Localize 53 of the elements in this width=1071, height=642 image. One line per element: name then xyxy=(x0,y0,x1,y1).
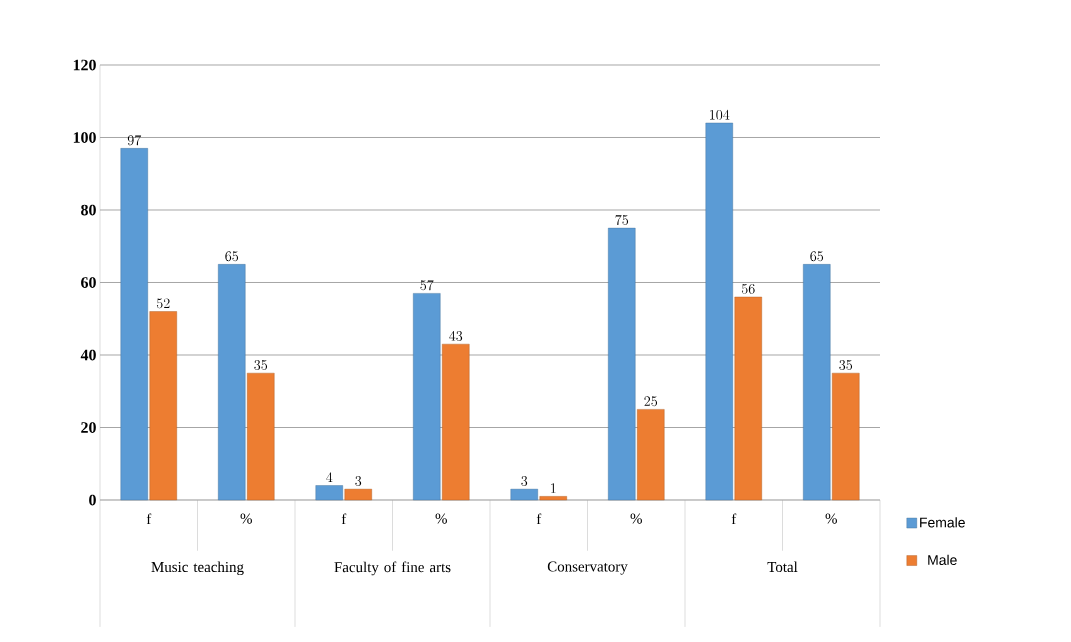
bar xyxy=(344,488,372,501)
bar xyxy=(539,496,567,501)
legend-label: Male xyxy=(928,554,957,565)
bar xyxy=(637,409,665,501)
data-label: 52 xyxy=(156,298,170,309)
bar xyxy=(832,372,860,501)
data-label: 104 xyxy=(710,109,730,120)
data-label: 25 xyxy=(644,396,658,407)
bar xyxy=(218,264,246,501)
bar xyxy=(247,372,275,501)
y-tick-label: 20 xyxy=(81,422,96,433)
text: Conservatory xyxy=(547,561,628,575)
data-label: 97 xyxy=(127,135,142,146)
x-tick-label: f xyxy=(536,513,542,525)
data-label: 57 xyxy=(420,280,434,291)
data-label: 65 xyxy=(810,251,824,262)
x-tick-label: % xyxy=(240,513,252,524)
y-tick-label: 80 xyxy=(81,204,96,216)
data-label: 3 xyxy=(355,476,362,486)
text: Faculty of fine arts xyxy=(334,561,451,576)
x-tick-label: % xyxy=(630,513,642,524)
bar xyxy=(149,311,177,501)
data-label: 56 xyxy=(741,283,755,294)
text: Total xyxy=(767,561,798,573)
x-tick-label: % xyxy=(825,513,837,524)
data-label: 35 xyxy=(839,360,853,370)
data-label: 35 xyxy=(254,360,268,370)
data-label: 43 xyxy=(449,330,463,341)
x-tick-label: f xyxy=(731,513,737,525)
bar xyxy=(442,343,470,501)
bar xyxy=(510,488,538,501)
bar xyxy=(120,148,148,501)
y-tick-label: 120 xyxy=(73,59,96,71)
legend-label: Female xyxy=(920,517,965,528)
y-tick-label: 40 xyxy=(80,349,96,361)
text: Music teaching xyxy=(151,561,244,576)
bar xyxy=(803,264,831,501)
bar xyxy=(734,296,762,501)
data-label: 65 xyxy=(225,251,239,262)
x-tick-label: % xyxy=(435,513,447,524)
data-label: 75 xyxy=(615,214,629,225)
x-tick-label: f xyxy=(341,513,347,525)
bar xyxy=(705,122,733,501)
y-tick-label: 0 xyxy=(89,494,96,506)
y-tick-label: 100 xyxy=(73,132,96,143)
data-label: 1 xyxy=(551,483,556,493)
y-tick-label: 60 xyxy=(81,277,96,288)
bar xyxy=(413,293,441,501)
bar xyxy=(315,485,343,501)
bar xyxy=(608,227,636,501)
data-label: 4 xyxy=(326,472,333,482)
data-label: 3 xyxy=(521,476,528,486)
x-tick-label: f xyxy=(146,513,152,525)
